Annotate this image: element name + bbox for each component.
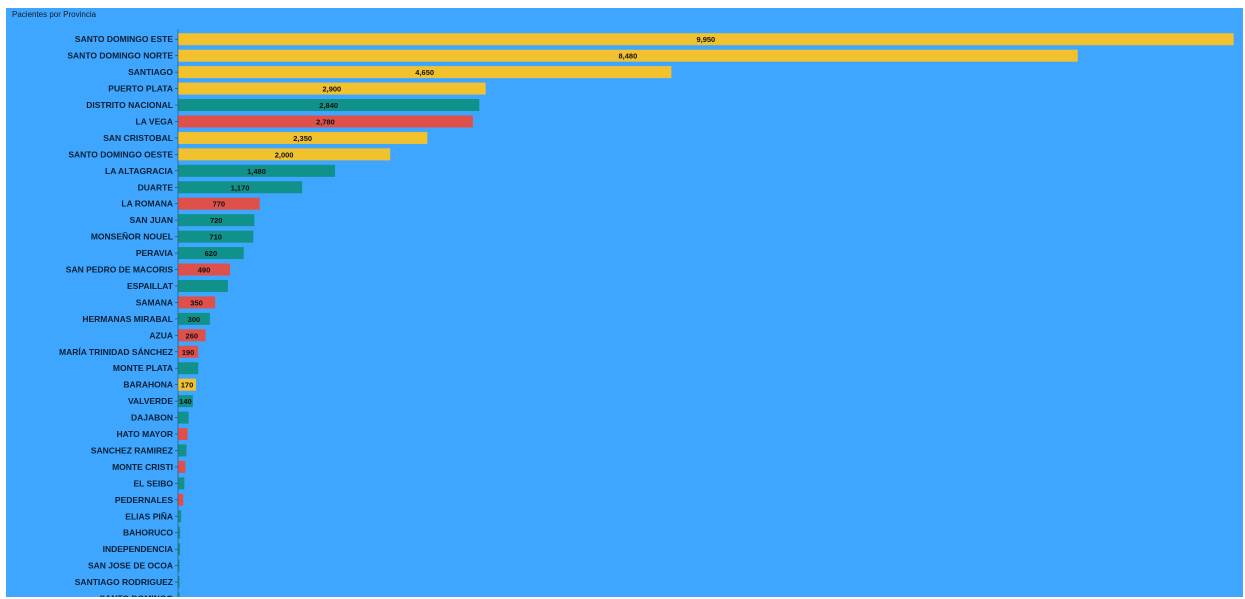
y-tick-label-34: SANTO DOMINGO (99, 594, 173, 597)
ticks-group (175, 29, 179, 597)
y-tick-label-33: SANTIAGO RODRIGUEZ (75, 577, 173, 587)
chart-title: Pacientes por Provincia (12, 10, 97, 19)
data-label-19: 190 (182, 348, 195, 357)
y-tick-label-30: BAHORUCO (123, 528, 173, 538)
y-tick-label-4: DISTRITO NACIONAL (86, 100, 173, 110)
data-label-0: 9,950 (696, 35, 715, 44)
bar-15 (178, 279, 228, 292)
bar-12 (178, 230, 254, 243)
data-label-9: 1,170 (231, 183, 250, 192)
y-tick-label-23: DAJABON (131, 413, 173, 423)
bar-27 (178, 477, 185, 490)
bar-11 (178, 214, 255, 227)
y-tick-label-12: MONSEÑOR NOUEL (91, 232, 173, 242)
y-tick-label-0: SANTO DOMINGO ESTE (75, 34, 173, 44)
bar-16 (178, 296, 216, 309)
data-label-7: 2,000 (275, 150, 294, 159)
bar-4 (178, 99, 480, 112)
y-tick-label-8: LA ALTAGRACIA (105, 166, 173, 176)
y-tick-label-25: SANCHEZ RAMIREZ (91, 445, 173, 455)
y-tick-label-21: BARAHONA (123, 380, 173, 390)
y-tick-label-26: MONTE CRISTI (112, 462, 173, 472)
y-tick-label-17: HERMANAS MIRABAL (82, 314, 173, 324)
bar-1 (178, 49, 1078, 62)
bar-25 (178, 444, 187, 457)
bar-31 (178, 543, 181, 556)
value-labels-group: 9,950 8,480 4,650 2,900 2,840 2,780 2,350 2,000… (179, 35, 715, 406)
y-tick-label-15: ESPAILLAT (127, 281, 174, 291)
bar-21 (178, 378, 197, 391)
y-tick-label-7: SANTO DOMINGO OESTE (68, 149, 173, 159)
data-label-14: 490 (198, 266, 211, 275)
y-tick-label-19: MARÍA TRINIDAD SÁNCHEZ (59, 347, 173, 357)
bar-13 (178, 247, 244, 260)
bar-26 (178, 460, 186, 473)
y-tick-label-5: LA VEGA (136, 116, 173, 126)
bar-chart: SANTO DOMINGO ESTE SANTO DOMINGO NORTE SAN… (59, 29, 1234, 597)
data-label-8: 1,480 (247, 167, 266, 176)
y-tick-label-2: SANTIAGO (128, 67, 173, 77)
bar-23 (178, 411, 189, 424)
y-tick-label-13: PERAVIA (136, 248, 173, 258)
data-label-1: 8,480 (618, 52, 637, 61)
bar-10 (178, 197, 260, 210)
y-tick-label-3: PUERTO PLATA (108, 84, 173, 94)
bar-33 (178, 576, 180, 589)
y-tick-label-22: VALVERDE (128, 396, 173, 406)
bars-group (178, 33, 1234, 597)
bar-19 (178, 345, 199, 358)
y-tick-label-27: EL SEIBO (133, 478, 173, 488)
bar-22 (178, 395, 193, 408)
y-tick-label-6: SAN CRISTOBAL (103, 133, 173, 143)
chart-panel: Pacientes por Provincia SANTO DOMINGO ES… (6, 8, 1243, 597)
bar-18 (178, 329, 206, 342)
y-tick-label-28: PEDERNALES (115, 495, 173, 505)
y-tick-label-32: SAN JOSE DE OCOA (88, 561, 173, 571)
bar-30 (178, 526, 181, 539)
bar-2 (178, 66, 672, 79)
y-tick-label-9: DUARTE (138, 182, 174, 192)
bar-32 (178, 559, 180, 572)
data-label-10: 770 (213, 200, 226, 209)
y-tick-label-10: LA ROMANA (121, 199, 173, 209)
bar-28 (178, 493, 184, 506)
bar-0 (178, 33, 1234, 46)
bar-34 (178, 592, 180, 597)
data-label-12: 710 (209, 233, 222, 242)
data-label-5: 2,780 (316, 117, 335, 126)
data-label-16: 350 (190, 298, 203, 307)
data-label-17: 300 (188, 315, 201, 324)
data-label-11: 720 (210, 216, 223, 225)
bar-5 (178, 115, 473, 128)
bar-20 (178, 362, 199, 375)
data-label-13: 620 (205, 249, 218, 258)
bar-7 (178, 148, 391, 161)
bar-3 (178, 82, 486, 95)
data-label-4: 2,840 (319, 101, 338, 110)
bar-6 (178, 131, 428, 144)
data-label-22: 140 (179, 397, 192, 406)
y-tick-label-31: INDEPENDENCIA (103, 544, 173, 554)
data-label-21: 170 (181, 381, 194, 390)
y-tick-label-29: ELIAS PIÑA (125, 511, 173, 521)
y-tick-label-16: SAMANA (136, 297, 173, 307)
bar-24 (178, 428, 188, 441)
bar-9 (178, 181, 303, 194)
data-label-6: 2,350 (293, 134, 312, 143)
bar-8 (178, 164, 336, 177)
y-tick-label-18: AZUA (149, 330, 173, 340)
data-label-3: 2,900 (322, 85, 341, 94)
bar-17 (178, 312, 210, 325)
y-tick-label-11: SAN JUAN (130, 215, 173, 225)
y-tick-label-24: HATO MAYOR (116, 429, 173, 439)
y-tick-label-1: SANTO DOMINGO NORTE (67, 51, 173, 61)
bar-29 (178, 510, 182, 523)
y-tick-label-20: MONTE PLATA (113, 363, 173, 373)
data-label-18: 260 (186, 331, 199, 340)
bar-14 (178, 263, 230, 276)
category-labels-group: SANTO DOMINGO ESTE SANTO DOMINGO NORTE SAN… (59, 34, 174, 597)
data-label-2: 4,650 (415, 68, 434, 77)
y-tick-label-14: SAN PEDRO DE MACORIS (66, 265, 174, 275)
